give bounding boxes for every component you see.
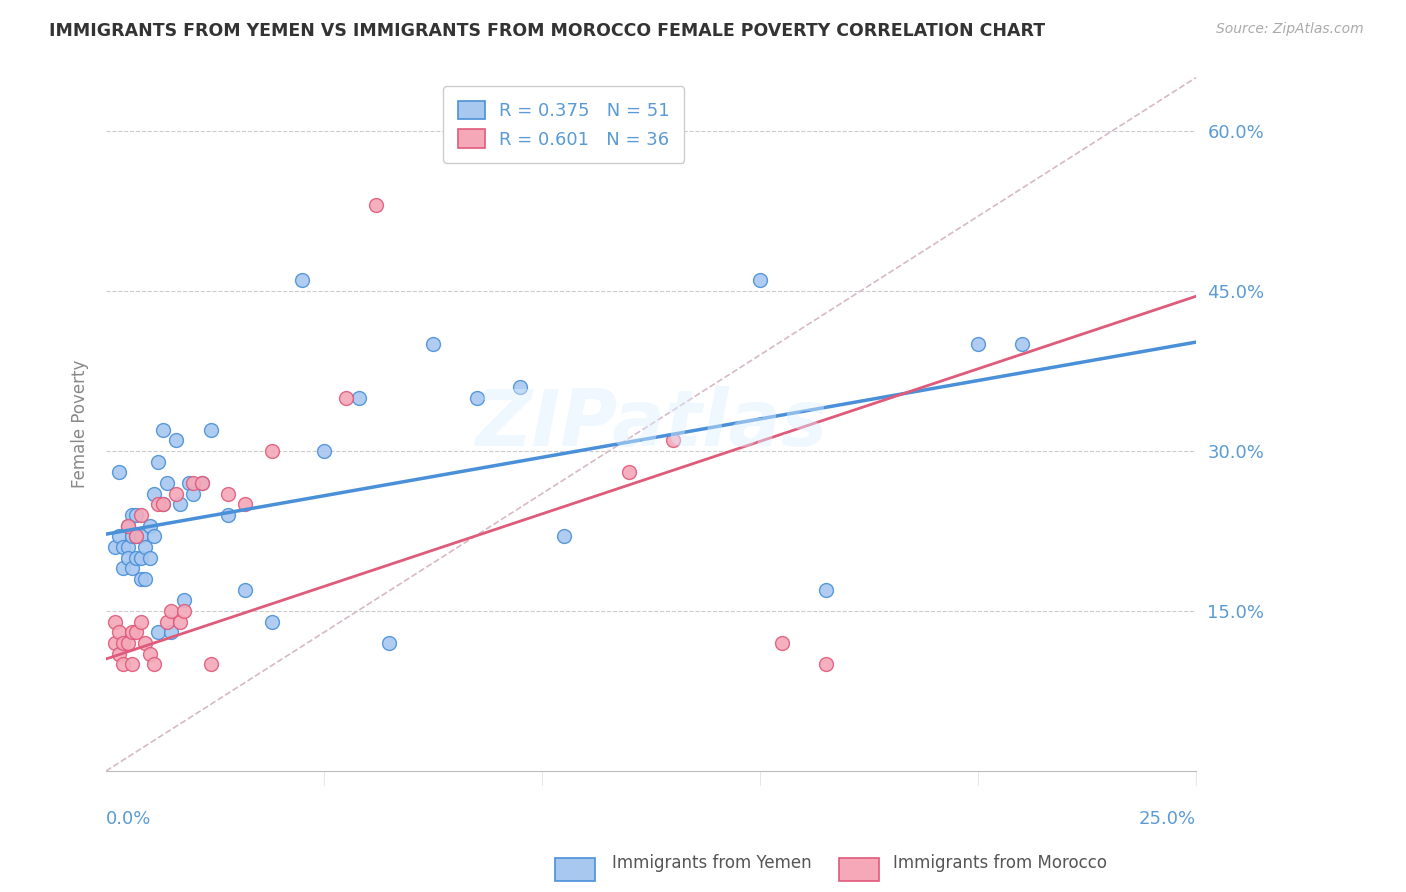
Point: [181, 475, 204, 490]
Point: [291, 273, 314, 287]
Point: [347, 391, 370, 405]
Point: [619, 465, 641, 479]
Point: [312, 444, 335, 458]
Point: [104, 615, 127, 629]
Point: [553, 529, 575, 543]
Point: [366, 198, 388, 212]
Point: [967, 337, 990, 351]
Point: [125, 508, 148, 522]
Point: [112, 657, 135, 672]
Point: [200, 657, 222, 672]
Point: [117, 636, 139, 650]
Point: [121, 625, 143, 640]
Point: [177, 475, 200, 490]
Point: [148, 497, 170, 511]
Y-axis label: Female Poverty: Female Poverty: [72, 360, 89, 489]
Point: [117, 540, 139, 554]
Point: [260, 615, 283, 629]
Point: [770, 636, 793, 650]
Point: [108, 529, 131, 543]
Point: [108, 647, 131, 661]
Text: 0.0%: 0.0%: [105, 810, 152, 828]
Text: Immigrants from Morocco: Immigrants from Morocco: [893, 855, 1107, 872]
Point: [138, 647, 160, 661]
Text: Immigrants from Yemen: Immigrants from Yemen: [612, 855, 811, 872]
Point: [169, 615, 191, 629]
Point: [142, 657, 165, 672]
Point: [173, 604, 195, 618]
Point: [129, 615, 152, 629]
Point: [125, 550, 148, 565]
Legend: R = 0.375   N = 51, R = 0.601   N = 36: R = 0.375 N = 51, R = 0.601 N = 36: [443, 87, 685, 163]
Point: [108, 465, 131, 479]
Point: [134, 540, 156, 554]
Point: [117, 550, 139, 565]
Point: [129, 550, 152, 565]
Point: [378, 636, 401, 650]
Point: [112, 540, 135, 554]
Point: [125, 529, 148, 543]
Point: [108, 625, 131, 640]
Point: [169, 497, 191, 511]
Point: [121, 561, 143, 575]
Point: [148, 625, 170, 640]
Point: [465, 391, 488, 405]
Point: [152, 423, 174, 437]
Point: [134, 572, 156, 586]
Text: Source: ZipAtlas.com: Source: ZipAtlas.com: [1216, 22, 1364, 37]
Point: [125, 529, 148, 543]
Point: [134, 636, 156, 650]
Point: [125, 625, 148, 640]
Point: [129, 529, 152, 543]
Point: [814, 582, 837, 597]
Point: [260, 444, 283, 458]
Point: [104, 636, 127, 650]
Point: [142, 486, 165, 500]
Point: [662, 434, 685, 448]
Point: [1011, 337, 1033, 351]
Point: [335, 391, 357, 405]
Point: [156, 615, 179, 629]
Point: [217, 508, 239, 522]
Point: [129, 572, 152, 586]
Point: [235, 497, 257, 511]
Point: [142, 529, 165, 543]
Point: [217, 486, 239, 500]
Point: [112, 561, 135, 575]
Point: [121, 508, 143, 522]
Text: ZIPatlas: ZIPatlas: [475, 386, 827, 462]
Point: [165, 486, 187, 500]
Point: [152, 497, 174, 511]
Point: [814, 657, 837, 672]
Point: [181, 486, 204, 500]
Point: [148, 454, 170, 468]
Point: [191, 475, 214, 490]
Text: 25.0%: 25.0%: [1139, 810, 1197, 828]
Point: [160, 625, 183, 640]
Point: [121, 529, 143, 543]
Point: [129, 508, 152, 522]
Text: IMMIGRANTS FROM YEMEN VS IMMIGRANTS FROM MOROCCO FEMALE POVERTY CORRELATION CHAR: IMMIGRANTS FROM YEMEN VS IMMIGRANTS FROM…: [49, 22, 1045, 40]
Point: [160, 604, 183, 618]
Point: [173, 593, 195, 607]
Point: [191, 475, 214, 490]
Point: [165, 434, 187, 448]
Point: [117, 518, 139, 533]
Point: [156, 475, 179, 490]
Point: [112, 636, 135, 650]
Point: [152, 497, 174, 511]
Point: [138, 550, 160, 565]
Point: [117, 518, 139, 533]
Point: [235, 582, 257, 597]
Point: [138, 518, 160, 533]
Point: [422, 337, 444, 351]
Point: [104, 540, 127, 554]
Point: [749, 273, 772, 287]
Point: [121, 657, 143, 672]
Point: [200, 423, 222, 437]
Point: [509, 380, 531, 394]
